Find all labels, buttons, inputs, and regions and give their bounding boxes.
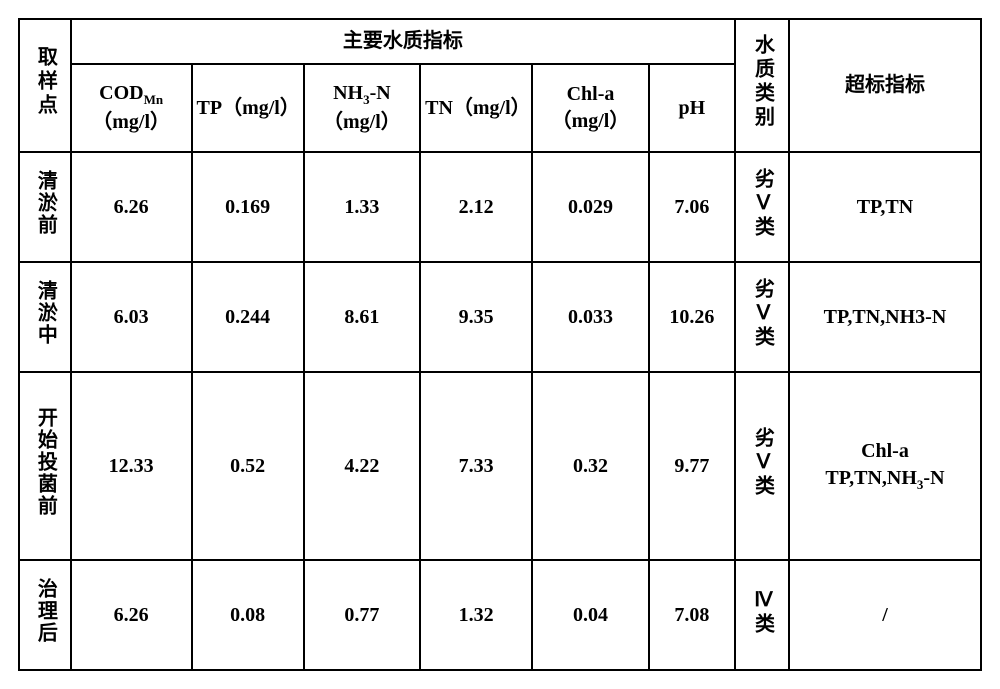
cell-tp: 0.244 xyxy=(192,262,304,372)
table-row: 开始投菌前 12.33 0.52 4.22 7.33 0.32 9.77 劣Ⅴ类… xyxy=(19,372,981,560)
cell-cod: 12.33 xyxy=(71,372,192,560)
cell-chla: 0.029 xyxy=(532,152,648,262)
cell-cod: 6.26 xyxy=(71,560,192,670)
cell-cat: Ⅳ类 xyxy=(735,560,789,670)
sample-point-label: 取样点 xyxy=(31,46,58,118)
cell-tp: 0.08 xyxy=(192,560,304,670)
cell-tn: 2.12 xyxy=(420,152,532,262)
col-cod: CODMn（mg/l） xyxy=(71,64,192,152)
cell-ph: 9.77 xyxy=(649,372,735,560)
cell-ph: 10.26 xyxy=(649,262,735,372)
cell-nh3: 8.61 xyxy=(304,262,420,372)
cell-ph: 7.06 xyxy=(649,152,735,262)
col-nh3: NH3-N（mg/l） xyxy=(304,64,420,152)
col-tp: TP（mg/l） xyxy=(192,64,304,152)
cell-over: / xyxy=(789,560,981,670)
col-group-main: 主要水质指标 xyxy=(71,19,735,64)
cell-over: Chl-aTP,TN,NH3-N xyxy=(789,372,981,560)
cell-chla: 0.033 xyxy=(532,262,648,372)
header-row-1: 取样点 主要水质指标 水质类别 超标指标 xyxy=(19,19,981,64)
col-sample-point: 取样点 xyxy=(19,19,71,152)
cell-chla: 0.04 xyxy=(532,560,648,670)
cell-sample: 开始投菌前 xyxy=(19,372,71,560)
cell-tp: 0.169 xyxy=(192,152,304,262)
table-row: 清淤中 6.03 0.244 8.61 9.35 0.033 10.26 劣Ⅴ类… xyxy=(19,262,981,372)
cell-cat: 劣Ⅴ类 xyxy=(735,152,789,262)
cell-cat: 劣Ⅴ类 xyxy=(735,262,789,372)
cell-over: TP,TN,NH3-N xyxy=(789,262,981,372)
table-row: 治理后 6.26 0.08 0.77 1.32 0.04 7.08 Ⅳ类 / xyxy=(19,560,981,670)
cell-chla: 0.32 xyxy=(532,372,648,560)
cell-tp: 0.52 xyxy=(192,372,304,560)
col-ph: pH xyxy=(649,64,735,152)
cell-nh3: 0.77 xyxy=(304,560,420,670)
cell-cat: 劣Ⅴ类 xyxy=(735,372,789,560)
cell-sample: 清淤中 xyxy=(19,262,71,372)
table-row: 清淤前 6.26 0.169 1.33 2.12 0.029 7.06 劣Ⅴ类 … xyxy=(19,152,981,262)
cell-tn: 9.35 xyxy=(420,262,532,372)
cell-over: TP,TN xyxy=(789,152,981,262)
col-tn: TN（mg/l） xyxy=(420,64,532,152)
col-over-limit: 超标指标 xyxy=(789,19,981,152)
cell-cod: 6.03 xyxy=(71,262,192,372)
col-chla: Chl-a（mg/l） xyxy=(532,64,648,152)
cell-sample: 治理后 xyxy=(19,560,71,670)
cell-tn: 7.33 xyxy=(420,372,532,560)
water-category-label: 水质类别 xyxy=(748,34,775,130)
cell-sample: 清淤前 xyxy=(19,152,71,262)
cell-nh3: 4.22 xyxy=(304,372,420,560)
water-quality-table: 取样点 主要水质指标 水质类别 超标指标 CODMn（mg/l） TP（mg/l… xyxy=(18,18,982,671)
cell-nh3: 1.33 xyxy=(304,152,420,262)
col-water-category: 水质类别 xyxy=(735,19,789,152)
cell-ph: 7.08 xyxy=(649,560,735,670)
cell-cod: 6.26 xyxy=(71,152,192,262)
cell-tn: 1.32 xyxy=(420,560,532,670)
